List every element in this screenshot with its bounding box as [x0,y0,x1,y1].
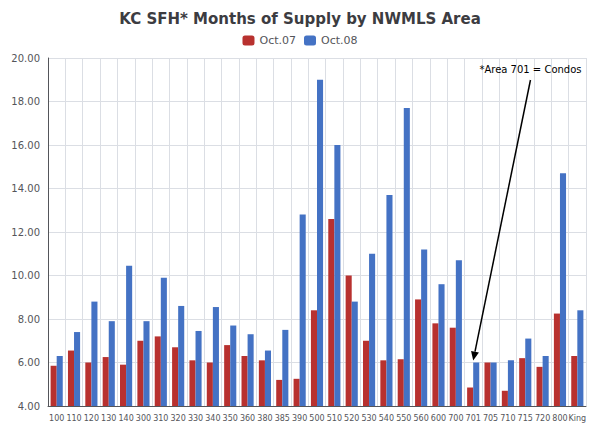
svg-text:12.00: 12.00 [11,227,40,238]
svg-text:130: 130 [101,414,116,423]
svg-text:500: 500 [309,414,324,423]
svg-text:6.00: 6.00 [18,357,40,368]
svg-text:110: 110 [66,414,81,423]
svg-text:King: King [569,414,587,423]
svg-text:705: 705 [483,414,498,423]
svg-text:530: 530 [361,414,376,423]
svg-text:310: 310 [153,414,168,423]
svg-text:16.00: 16.00 [11,140,40,151]
svg-text:120: 120 [84,414,99,423]
svg-text:510: 510 [327,414,342,423]
svg-text:380: 380 [257,414,272,423]
svg-text:300: 300 [136,414,151,423]
svg-text:4.00: 4.00 [18,401,40,412]
svg-text:720: 720 [535,414,550,423]
svg-text:20.00: 20.00 [11,53,40,64]
svg-text:Oct.08: Oct.08 [321,34,358,47]
svg-text:140: 140 [118,414,133,423]
svg-text:550: 550 [396,414,411,423]
svg-text:KC SFH* Months of Supply by NW: KC SFH* Months of Supply by NWMLS Area [119,10,481,28]
svg-text:14.00: 14.00 [11,183,40,194]
svg-text:701: 701 [466,414,481,423]
svg-text:600: 600 [431,414,446,423]
svg-text:390: 390 [292,414,307,423]
svg-text:320: 320 [171,414,186,423]
svg-text:340: 340 [205,414,220,423]
svg-text:800: 800 [552,414,567,423]
svg-text:330: 330 [188,414,203,423]
svg-text:360: 360 [240,414,255,423]
svg-text:385: 385 [275,414,290,423]
svg-text:540: 540 [379,414,394,423]
svg-text:8.00: 8.00 [18,314,40,325]
svg-text:715: 715 [518,414,533,423]
svg-text:Oct.07: Oct.07 [259,34,296,47]
svg-text:*Area 701 = Condos: *Area 701 = Condos [479,64,581,75]
svg-text:560: 560 [413,414,428,423]
svg-text:100: 100 [49,414,64,423]
svg-text:700: 700 [448,414,463,423]
svg-text:18.00: 18.00 [11,96,40,107]
svg-text:350: 350 [223,414,238,423]
svg-text:10.00: 10.00 [11,270,40,281]
svg-text:520: 520 [344,414,359,423]
svg-text:710: 710 [500,414,515,423]
